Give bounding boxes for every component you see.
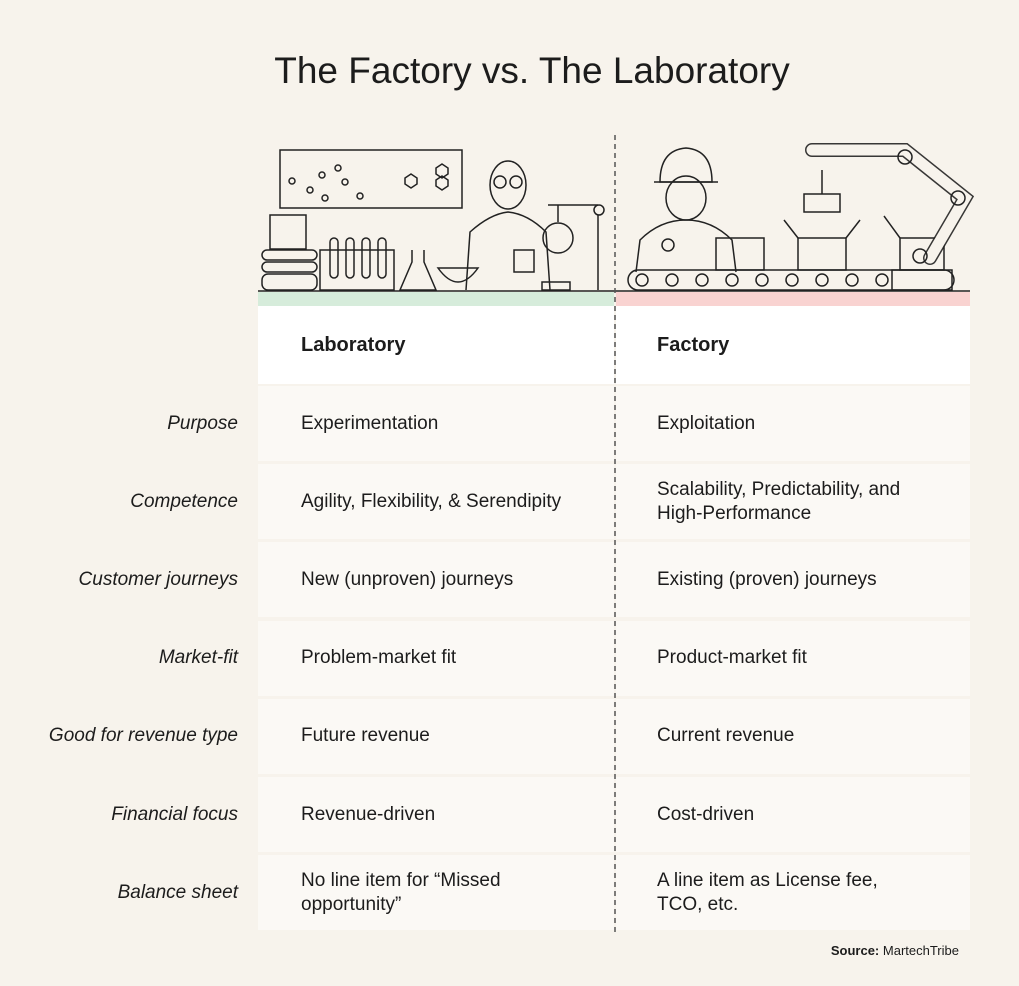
factory-cell: Existing (proven) journeys xyxy=(616,542,970,618)
row-label: Market-fit xyxy=(158,647,238,669)
laboratory-cell: No line item for “Missed opportunity” xyxy=(258,855,614,931)
factory-cell: Cost-driven xyxy=(616,777,970,852)
row-label: Purpose xyxy=(167,412,238,434)
source-name: MartechTribe xyxy=(882,943,959,958)
laboratory-cell: Problem-market fit xyxy=(258,620,614,696)
row-label: Good for revenue type xyxy=(48,725,238,747)
source: Source: MartechTribe xyxy=(831,943,959,958)
factory-cell: Product-market fit xyxy=(616,620,970,696)
factory-cell: A line item as License fee, TCO, etc. xyxy=(616,855,970,931)
factory-cell: Current revenue xyxy=(616,698,970,774)
laboratory-cell: Experimentation xyxy=(258,386,614,461)
laboratory-cell: New (unproven) journeys xyxy=(258,542,614,618)
row-label: Financial focus xyxy=(111,803,238,825)
row-label: Customer journeys xyxy=(78,568,238,590)
title: The Factory vs. The Laboratory xyxy=(274,50,790,91)
factory-cell: Exploitation xyxy=(616,386,970,461)
source-label: Source: xyxy=(830,943,880,958)
factory-cell: Scalability, Predictability, and High-Pe… xyxy=(616,464,970,540)
column-header: Laboratory xyxy=(258,306,614,384)
laboratory-cell: Future revenue xyxy=(258,698,614,774)
row-label: Competence xyxy=(130,490,238,512)
laboratory-cell: Agility, Flexibility, & Serendipity xyxy=(258,464,614,540)
row-label: Balance sheet xyxy=(117,881,238,903)
column-header: Factory xyxy=(616,306,970,384)
laboratory-cell: Revenue-driven xyxy=(258,777,614,852)
